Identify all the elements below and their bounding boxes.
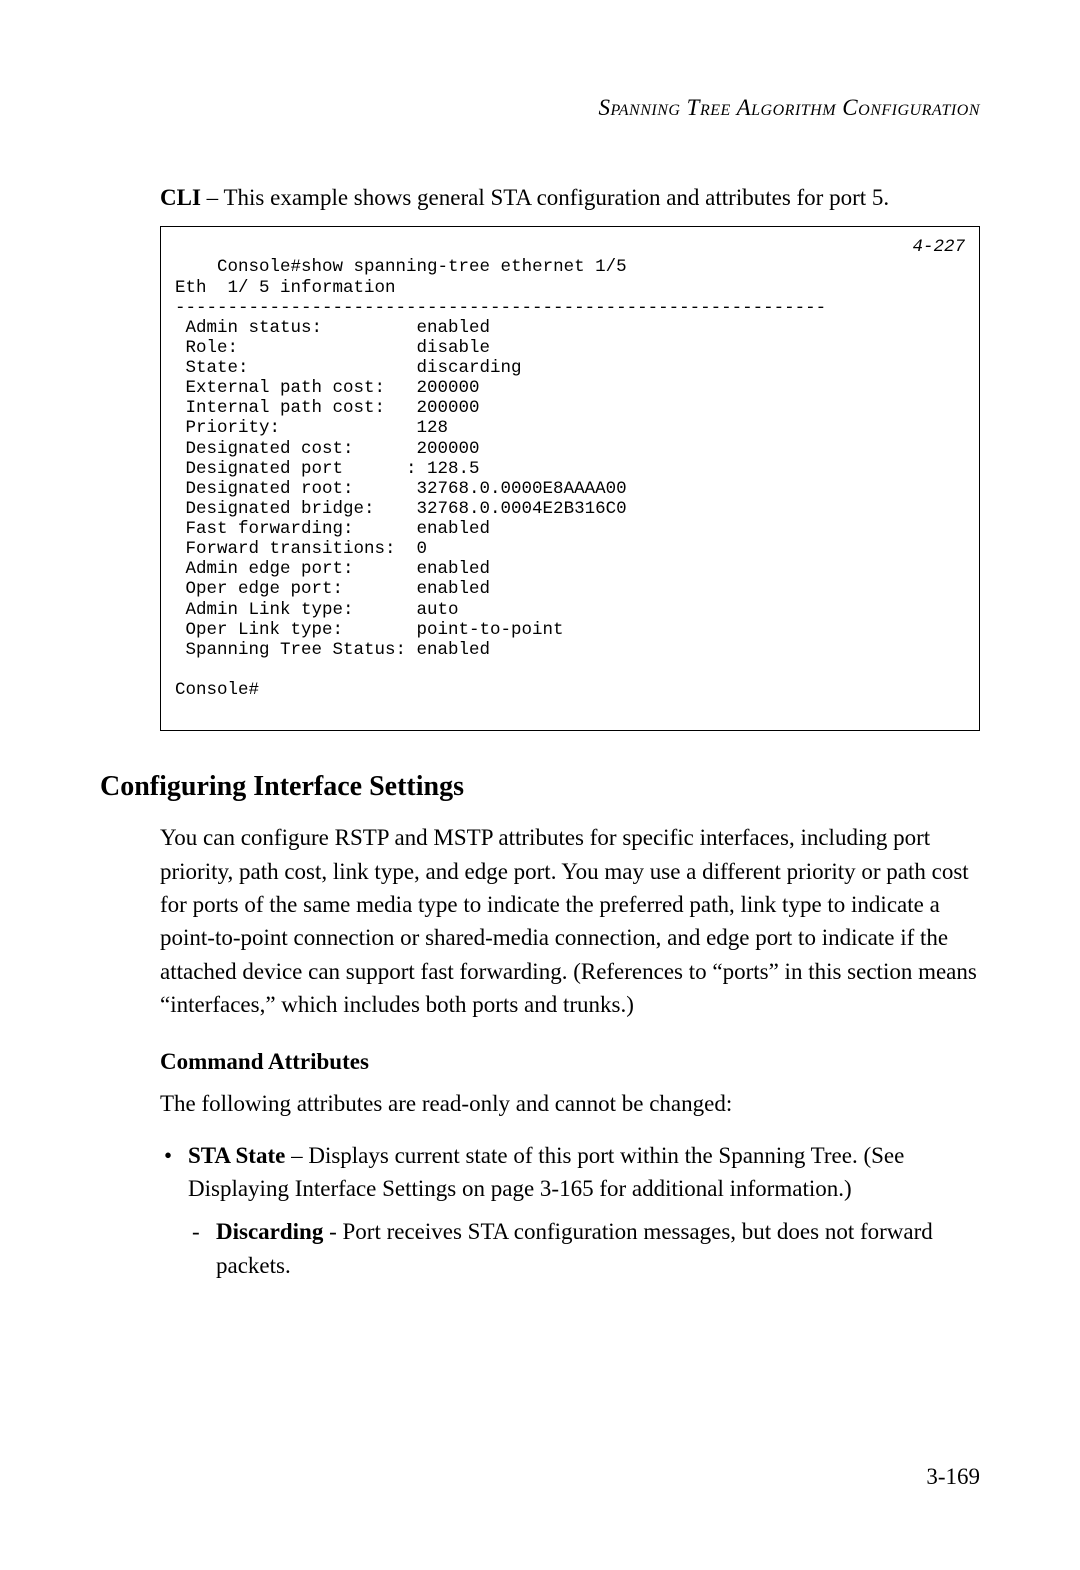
- cli-label: CLI: [160, 185, 201, 210]
- section-heading: Configuring Interface Settings: [100, 771, 980, 803]
- page-number: 3-169: [926, 1464, 980, 1490]
- attribute-list: STA State – Displays current state of th…: [160, 1139, 980, 1282]
- list-item: STA State – Displays current state of th…: [160, 1139, 980, 1282]
- sta-state-text: – Displays current state of this port wi…: [188, 1143, 904, 1201]
- list-item: Discarding - Port receives STA configura…: [188, 1215, 980, 1282]
- discarding-text: - Port receives STA configuration messag…: [216, 1219, 933, 1277]
- sub-list: Discarding - Port receives STA configura…: [188, 1215, 980, 1282]
- discarding-label: Discarding: [216, 1219, 323, 1244]
- console-page-ref: 4-227: [912, 237, 965, 257]
- subsection-heading: Command Attributes: [160, 1049, 980, 1075]
- cli-intro-paragraph: CLI – This example shows general STA con…: [160, 181, 980, 214]
- console-text: Console#show spanning-tree ethernet 1/5 …: [175, 257, 826, 700]
- console-output-box: 4-227 Console#show spanning-tree ethernet…: [160, 226, 980, 731]
- section-paragraph-1: You can configure RSTP and MSTP attribut…: [160, 821, 980, 1021]
- cli-text: – This example shows general STA configu…: [201, 185, 889, 210]
- running-header: Spanning Tree Algorithm Configuration: [100, 95, 980, 121]
- sta-state-label: STA State: [188, 1143, 285, 1168]
- section-paragraph-2: The following attributes are read-only a…: [160, 1087, 980, 1120]
